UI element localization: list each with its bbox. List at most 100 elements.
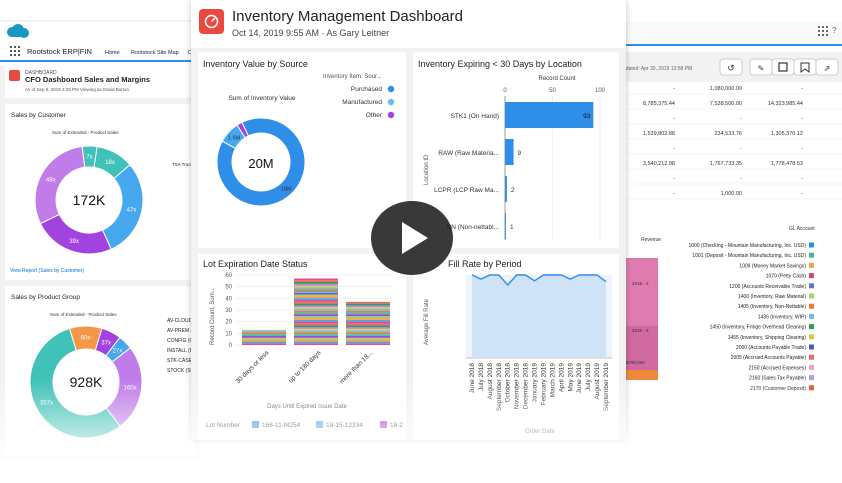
bar-segment [294,327,338,329]
table-cell: - [801,86,803,92]
bar-segment [242,332,286,335]
donut-slice-label: 18M [281,186,292,192]
bar-segment [346,319,390,322]
nav-item-site-map[interactable]: Rootstock Site Map [131,50,179,56]
bar-segment [294,291,338,293]
dashboard-gauge-icon [204,14,219,29]
bar-segment [294,283,338,286]
bar-segment [346,330,390,333]
donut-slice-label: 27x [113,348,123,354]
share-button[interactable]: ⇗ [815,58,839,76]
save-button[interactable] [771,58,795,76]
app-launcher-icon[interactable] [10,46,20,56]
bar-segment [346,323,390,326]
bar-segment [346,312,390,315]
bar-segment [294,307,338,309]
category-label: LCPR (LCP Raw Ma... [434,187,499,194]
legend-item-label: Other [366,112,383,119]
table-cell: - [740,116,742,122]
table-cell: 1,000.00 [721,191,742,197]
bar-segment [294,292,338,295]
refresh-button[interactable]: ↺ [719,58,743,76]
gl-account-label: 1200 (Accounts Receivable Trade) [729,284,806,290]
gl-account-label: 1450 (Inventory, Fringe Overhead Clearin… [710,325,807,331]
table-cell: 14,323,985.44 [768,101,803,107]
donut-slice [236,121,250,139]
gl-account-swatch [809,262,814,268]
bar-segment [294,300,338,302]
revenue-bar-segment [625,326,658,370]
legend-dot [387,85,395,93]
y-tick-label: 0 [229,343,233,349]
bar-segment [242,330,286,333]
gl-account-swatch [809,293,814,299]
gl-account-swatch [809,375,814,381]
legend-item-label: CONFIG (C [167,338,193,344]
app-launcher-icon[interactable] [818,26,828,36]
edit-button[interactable]: ✎ [749,58,773,76]
expiring-y-label: Location ID [424,154,430,185]
bar-segment [242,339,286,342]
category-label: STK1 (On Hand) [451,113,499,120]
bar-segment [294,328,338,331]
bar-segment [242,337,286,340]
bar-segment [294,341,338,344]
bar [505,139,514,165]
series-line [471,274,607,287]
x-tick-label: February 2019 [540,363,547,406]
bar-segment [346,332,390,335]
legend-swatch [380,421,387,428]
donut-slice-label: 48x [46,177,56,183]
bar-segment [346,307,390,309]
gl-account-swatch [809,252,814,258]
bar-segment [242,336,286,338]
sales-by-customer-total: 172K [73,192,106,208]
bar-segment [346,341,390,344]
salesforce-logo-icon [7,24,29,38]
dashboard-title: CFO Dashboard Sales and Margins [25,75,150,84]
bar-segment [346,327,390,329]
revenue-bar-label: 2018 - 3 [632,328,649,333]
financial-table: - 1,080,000.00 - 8,785,375.44 7,538,500.00 14… [612,86,842,200]
expiring-title: Inventory Expiring < 30 Days by Location [418,59,582,69]
donut-slice-label: 18x [105,160,115,166]
main-dashboard-subtitle: Oct 14, 2019 9:55 AM · As Gary Leitner [232,28,389,38]
donut-slice-label: 1.6M [228,135,241,141]
table-cell: 8,785,375.44 [643,101,675,107]
refresh-icon: ↺ [727,63,735,73]
donut-slice [216,117,306,207]
gl-account-swatch [809,273,814,279]
bar-value-label: 1 [510,224,514,231]
bar-segment [294,298,338,300]
x-tick-label: July 2018 [478,363,485,391]
gl-account-swatch [809,344,814,350]
gl-account-swatch [809,324,814,330]
sales-by-product-group-chart-title: Sum of Extended - Product Sales [50,312,117,317]
help-icon[interactable]: ? [832,26,837,35]
fill-rate-title: Fill Rate by Period [448,259,522,269]
legend-item-label: 18-15-12334 [326,422,363,429]
bookmark-icon [800,62,810,73]
bar-segment [346,316,390,318]
x-tick-label: May 2019 [567,363,574,392]
save-icon [778,62,788,72]
view-report-link[interactable]: View Report (Sales by Customer) [10,268,84,274]
table-cell: - [673,146,675,152]
gl-account-swatch [809,354,814,360]
play-video-button[interactable] [371,201,453,275]
gl-account-label: 1070 (Petty Cash) [766,274,807,280]
nav-item-home[interactable]: Home [105,50,120,56]
legend-item-label: STK-CASE(I [167,358,195,364]
table-cell: 7,538,500.00 [710,101,742,107]
bar-segment [346,301,390,304]
lot-legend-title: Lot Number [206,422,241,429]
nav-item-cl[interactable]: Cl [188,50,193,56]
subscribe-button[interactable] [793,58,817,76]
x-tick-label: October 2018 [505,363,512,403]
gl-account-label: 1400 (Inventory, Raw Material) [738,294,806,300]
main-dashboard-title: Inventory Management Dashboard [232,8,463,25]
sales-by-customer-title: Sales by Customer [11,112,67,119]
bar [505,213,506,239]
bar-segment [346,321,390,324]
gl-account-label: 2170 (Customer Deposit) [750,386,806,392]
